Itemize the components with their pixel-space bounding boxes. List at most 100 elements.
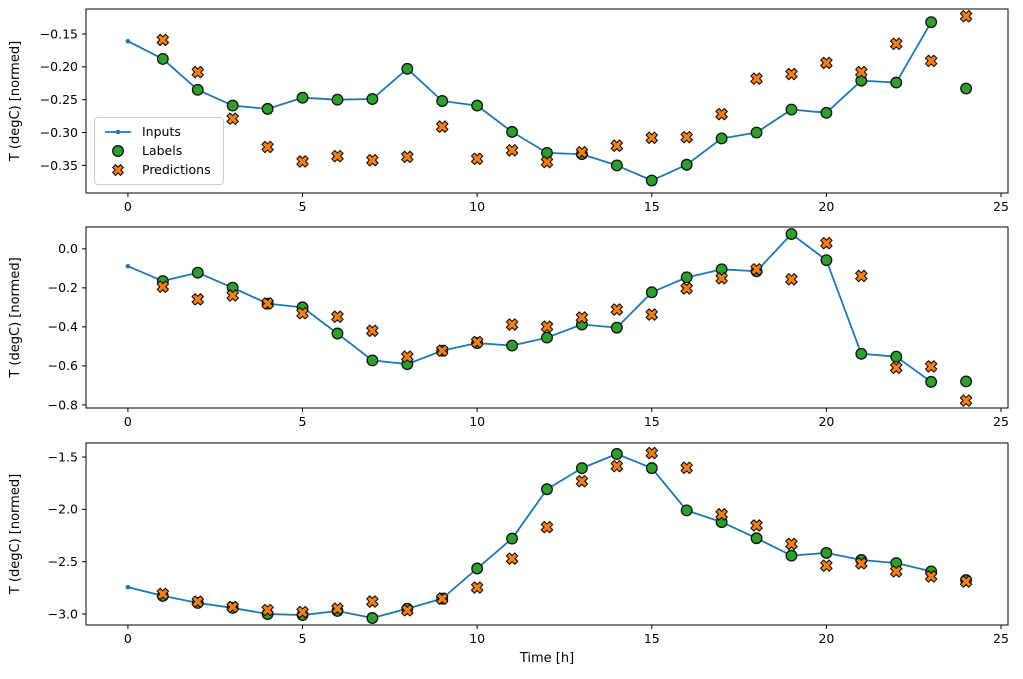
label-marker [191, 83, 204, 96]
label-marker [541, 146, 553, 159]
prediction-marker [610, 303, 624, 316]
x-tick-label: 0 [124, 414, 132, 429]
label-marker [925, 375, 938, 388]
y-tick-label: −0.25 [40, 92, 78, 107]
prediction-marker [470, 152, 484, 166]
label-marker [575, 462, 588, 475]
subplot-middle-y-axis-label: T (degC) [normed] [8, 257, 23, 378]
inputs-series [125, 451, 934, 621]
label-marker [750, 126, 763, 139]
prediction-marker [540, 520, 554, 534]
prediction-marker [890, 361, 903, 375]
prediction-marker [191, 293, 204, 306]
prediction-marker [401, 604, 414, 617]
y-tick-label: −1.5 [48, 449, 78, 464]
label-marker [785, 549, 798, 562]
x-tick-label: 10 [469, 199, 485, 214]
label-marker [610, 448, 623, 460]
label-marker [960, 82, 973, 95]
label-marker [890, 76, 903, 89]
inputs-line [127, 233, 932, 383]
predictions-series [156, 10, 973, 169]
label-marker [960, 375, 973, 388]
label-marker [890, 350, 903, 363]
label-marker [541, 331, 553, 344]
subplot-top-x-axis: 0 5 10 15 20 25 [124, 193, 1009, 214]
x-tick-label: 5 [299, 631, 307, 646]
prediction-marker [750, 72, 763, 85]
label-marker [191, 266, 204, 279]
prediction-marker [540, 155, 554, 169]
input-marker [125, 263, 131, 269]
label-marker [610, 321, 623, 334]
prediction-marker [645, 446, 658, 460]
x-cross-icon [111, 163, 125, 177]
label-marker [296, 91, 309, 104]
inputs-dot-swatch [115, 129, 121, 135]
y-tick-label: −3.0 [48, 606, 78, 621]
prediction-marker [505, 552, 519, 565]
prediction-marker [436, 120, 449, 133]
label-marker [436, 95, 449, 107]
x-tick-label: 20 [818, 414, 834, 429]
x-axis-label: Time [h] [519, 651, 574, 666]
label-marker [680, 271, 693, 284]
y-tick-label: −0.20 [40, 59, 78, 74]
subplot-bottom: −1.5 −2.0 −2.5 −3.0 0 5 10 15 20 25 T (degC) [norm… [8, 442, 1009, 666]
label-marker [366, 354, 379, 367]
label-marker [610, 159, 623, 172]
predictions-x-swatch [111, 163, 125, 177]
prediction-marker [610, 459, 624, 473]
prediction-marker [226, 289, 239, 302]
prediction-marker [505, 144, 519, 157]
subplot-bottom-y-axis-label: T (degC) [normed] [8, 474, 23, 595]
x-tick-label: 20 [818, 199, 834, 214]
legend-label-predictions: Predictions [142, 162, 211, 177]
y-tick-label: −0.2 [48, 280, 78, 295]
y-tick-label: −0.30 [40, 125, 78, 140]
label-marker [785, 228, 798, 240]
label-marker [366, 612, 379, 624]
subplot-middle-y-axis: 0.0 −0.2 −0.4 −0.6 −0.8 [48, 241, 86, 412]
subplot-bottom-frame [85, 442, 1009, 626]
input-marker [125, 584, 131, 590]
x-tick-label: 25 [993, 199, 1009, 214]
label-marker [680, 158, 693, 171]
prediction-marker [645, 131, 658, 145]
prediction-marker [575, 311, 589, 324]
label-marker [156, 52, 169, 65]
legend-item-labels: Labels [103, 143, 211, 159]
prediction-marker [959, 10, 973, 23]
prediction-marker [436, 592, 449, 605]
x-tick-label: 5 [299, 414, 307, 429]
prediction-marker [680, 130, 693, 144]
subplot-bottom-y-axis: −1.5 −2.0 −2.5 −3.0 [48, 449, 86, 621]
label-marker [855, 347, 868, 360]
y-tick-label: −2.5 [48, 554, 78, 569]
inputs-series [125, 231, 934, 385]
inputs-series [125, 19, 934, 183]
legend-label-inputs: Inputs [142, 124, 181, 139]
x-tick-label: 5 [299, 199, 307, 214]
label-marker [506, 532, 519, 545]
prediction-marker [785, 273, 798, 286]
legend: Inputs Labels Predictions [94, 117, 224, 185]
labels-series [156, 228, 973, 388]
prediction-marker [226, 112, 239, 125]
label-marker [331, 93, 344, 106]
line-dot-icon [105, 129, 131, 135]
prediction-marker [436, 344, 449, 357]
y-tick-label: −0.35 [40, 158, 78, 173]
label-marker [541, 483, 553, 496]
prediction-marker [261, 297, 274, 310]
prediction-marker [645, 308, 658, 321]
label-marker [785, 103, 798, 116]
label-marker [261, 102, 274, 115]
labels-series [156, 16, 973, 187]
prediction-marker [610, 139, 624, 152]
predictions-series [156, 236, 973, 407]
prediction-marker [401, 150, 414, 164]
prediction-marker [156, 280, 170, 293]
